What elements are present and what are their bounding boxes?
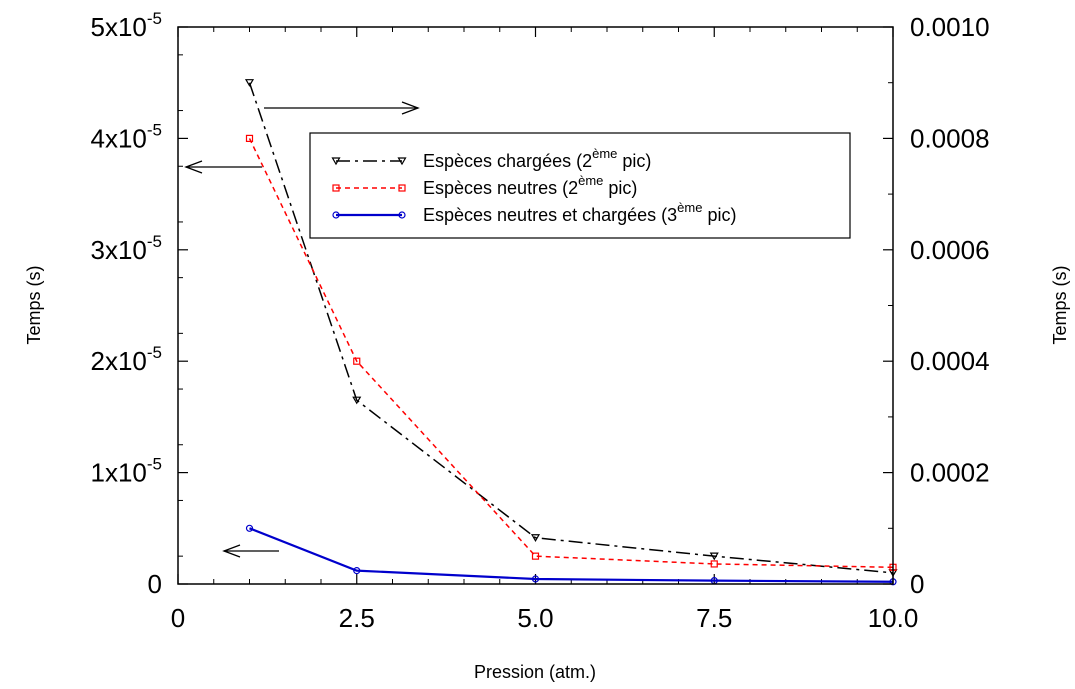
plot-frame <box>177 26 894 585</box>
data-point <box>353 357 361 365</box>
data-point <box>710 560 718 568</box>
arrow-right-axis <box>264 101 420 115</box>
legend-marker <box>397 157 407 166</box>
y-axis-title-left: Temps (s) <box>24 265 44 344</box>
arrow-head <box>184 160 203 174</box>
y-left-tick-label: 1x10-5 <box>90 455 162 488</box>
series-line <box>248 138 894 569</box>
data-point <box>530 534 541 542</box>
x-tick-label: 10.0 <box>868 603 919 633</box>
legend-marker <box>332 211 340 219</box>
legend-marker <box>398 184 406 192</box>
arrow-head <box>401 101 420 115</box>
data-point <box>352 396 362 405</box>
legend-marker <box>398 211 406 219</box>
y-left-tick-label: 4x10-5 <box>90 120 162 153</box>
tick-labels: 0 2.5 5.0 7.5 10.0 0 1x10-5 2x10-5 3x10-5 4x10-5 5… <box>90 9 989 633</box>
y-left-tick-label: 3x10-5 <box>90 232 162 265</box>
data-point <box>709 552 719 561</box>
series-3 <box>245 524 897 586</box>
x-tick-label: 0 <box>171 603 185 633</box>
legend-entry: Espèces neutres (2ème pic) <box>332 173 637 198</box>
legend-entry: Espèces neutres et chargées (3ème pic) <box>332 200 736 225</box>
series-line <box>249 527 894 583</box>
data-point <box>245 134 254 142</box>
y-left-tick-label: 2x10-5 <box>90 343 162 376</box>
data-point <box>245 524 254 532</box>
series-line <box>248 82 894 574</box>
legend-marker <box>331 157 341 166</box>
data-point <box>531 575 540 583</box>
y-right-tick-label: 0.0010 <box>910 12 990 42</box>
y-left-tick-label: 0 <box>148 569 162 599</box>
y-axis-title-right: Temps (s) <box>1050 265 1070 344</box>
y-right-tick-label: 0.0002 <box>910 458 990 488</box>
x-tick-label: 5.0 <box>517 603 553 633</box>
y-right-tick-label: 0 <box>910 569 924 599</box>
legend: Espèces chargées (2ème pic)Espèces neutr… <box>309 132 851 239</box>
data-point <box>353 567 361 575</box>
legend-label: Espèces neutres et chargées (3ème pic) <box>423 200 736 225</box>
y-right-tick-label: 0.0006 <box>910 235 990 265</box>
arrow-head <box>222 544 241 558</box>
legend-marker <box>332 184 340 192</box>
tick-marks <box>177 26 894 585</box>
series-layer <box>244 79 898 586</box>
legend-label: Espèces neutres (2ème pic) <box>423 173 637 198</box>
y-right-tick-label: 0.0004 <box>910 346 990 376</box>
axis-arrows <box>184 101 420 558</box>
x-tick-label: 2.5 <box>339 603 375 633</box>
legend-entry: Espèces chargées (2ème pic) <box>331 146 651 171</box>
arrow-left-axis <box>184 160 262 174</box>
data-point <box>244 79 255 87</box>
data-point <box>531 552 540 560</box>
y-right-tick-label: 0.0008 <box>910 123 990 153</box>
arrow-left-axis-bottom <box>222 544 279 558</box>
x-tick-label: 7.5 <box>696 603 732 633</box>
x-axis-title: Pression (atm.) <box>474 662 596 682</box>
legend-label: Espèces chargées (2ème pic) <box>423 146 651 171</box>
y-left-tick-label: 5x10-5 <box>90 9 162 42</box>
